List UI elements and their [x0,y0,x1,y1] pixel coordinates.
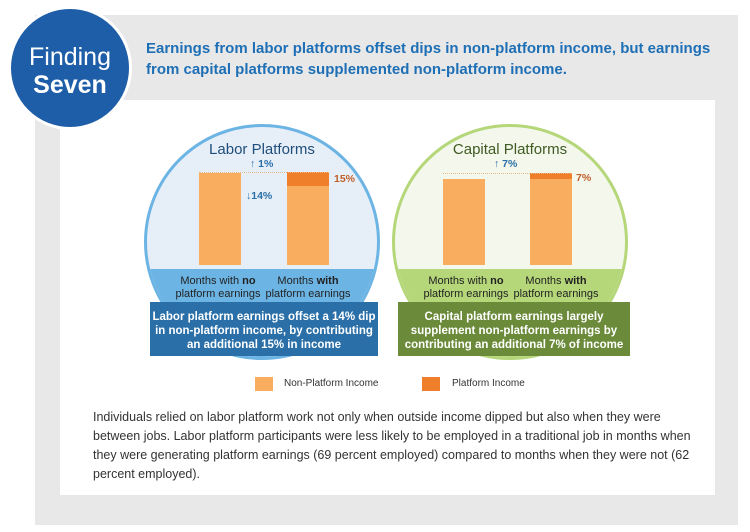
capital-bar-2 [530,172,572,265]
capital-caption: Capital platform earnings largely supple… [398,302,630,356]
capital-reference-line [443,172,572,174]
labor-reference-line [199,172,329,174]
legend-swatch-platform [422,377,440,391]
body-text: Individuals relied on labor platform wor… [93,410,691,481]
badge-line2: Seven [33,71,107,99]
labor-annotation: 15% [334,173,356,185]
labor-bar-2 [287,172,329,265]
labor-cat-no: Months with no platform earnings [175,275,261,300]
capital-cat-no: Months with no platform earnings [423,275,509,300]
capital-title: Capital Platforms [452,141,568,158]
labor-caption: Labor platform earnings offset a 14% dip… [150,302,378,356]
legend-label-non-platform: Non-Platform Income [284,378,379,389]
capital-bar-1 [443,179,485,265]
labor-cat-with: Months with platform earnings [265,275,351,300]
capital-cat-with: Months with platform earnings [513,275,599,300]
legend-swatch-non-platform [255,377,273,391]
finding-badge: Finding Seven [8,6,132,130]
headline: Earnings from labor platforms offset dip… [146,40,711,78]
capital-annotation: ↑ 7% [494,158,518,170]
capital-annotation: 7% [576,172,592,184]
capital-bar-platform-segment [530,172,572,179]
labor-bar-platform-segment [287,172,329,186]
labor-annotation: ↑ 1% [250,158,274,170]
labor-title: Labor Platforms [209,141,315,158]
legend-label-platform: Platform Income [452,378,525,389]
labor-annotation: ↓14% [246,190,273,202]
labor-bar-1 [199,173,241,265]
badge-line1: Finding [29,43,111,71]
